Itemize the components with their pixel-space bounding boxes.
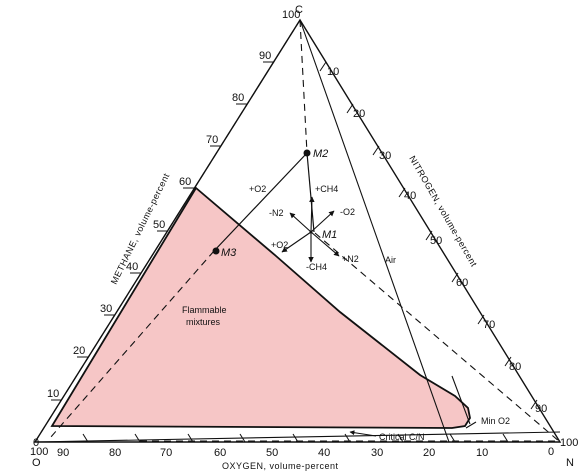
label-minus-ch4: -CH4 bbox=[306, 262, 327, 272]
bottom-tick-40: 40 bbox=[318, 447, 330, 459]
right-ticks bbox=[319, 61, 538, 410]
label-minus-n2: -N2 bbox=[269, 208, 284, 218]
left-tick-labels: 90 80 70 60 50 40 30 20 10 bbox=[47, 50, 271, 400]
bottom-tick-80: 80 bbox=[109, 447, 121, 459]
label-plus-o2-lower: +O2 bbox=[271, 240, 288, 250]
bottom-tick-60: 60 bbox=[214, 447, 226, 459]
left-tick-30: 30 bbox=[100, 303, 112, 315]
left-tick-10: 10 bbox=[47, 388, 59, 400]
flammable-label-line1: Flammable bbox=[182, 305, 227, 315]
right-tick-10: 10 bbox=[327, 66, 339, 78]
label-plus-o2-upper: +O2 bbox=[249, 184, 266, 194]
apex-label-n: N bbox=[566, 457, 574, 469]
right-tick-70: 70 bbox=[483, 319, 495, 331]
bottom-tick-50: 50 bbox=[266, 447, 278, 459]
label-m1: M1 bbox=[322, 229, 337, 241]
right-tick-30: 30 bbox=[379, 150, 391, 162]
critical-cn-line bbox=[34, 431, 561, 443]
right-tick-50: 50 bbox=[430, 235, 442, 247]
min-o2-label: Min O2 bbox=[481, 416, 510, 426]
right-tick-90: 90 bbox=[535, 403, 547, 415]
right-tick-40: 40 bbox=[404, 190, 416, 202]
left-tick-50: 50 bbox=[153, 219, 165, 231]
apex-left-0: 0 bbox=[33, 437, 39, 449]
flammable-region bbox=[50, 186, 471, 429]
oxygen-axis-label: OXYGEN, volume-percent bbox=[222, 461, 339, 471]
arrow-set bbox=[281, 196, 340, 263]
point-m1 bbox=[309, 230, 313, 234]
point-m3 bbox=[212, 247, 220, 255]
label-m3: M3 bbox=[221, 247, 237, 259]
apex-label-o: O bbox=[32, 457, 41, 469]
left-tick-20: 20 bbox=[73, 345, 85, 357]
dashed-guides bbox=[34, 19, 561, 443]
label-plus-ch4: +CH4 bbox=[315, 184, 338, 194]
flammable-label-line2: mixtures bbox=[186, 317, 221, 327]
right-tick-labels: 10 20 30 40 50 60 70 80 90 bbox=[327, 66, 547, 415]
left-tick-40: 40 bbox=[126, 261, 138, 273]
air-label: Air bbox=[385, 255, 396, 265]
critical-cn-label: Critical C/N bbox=[379, 432, 425, 442]
label-m2: M2 bbox=[313, 148, 328, 160]
bottom-tick-labels: 90 80 70 60 50 40 30 20 10 bbox=[57, 447, 488, 459]
right-tick-60: 60 bbox=[456, 277, 468, 289]
bottom-tick-30: 30 bbox=[371, 447, 383, 459]
point-m2 bbox=[303, 149, 311, 157]
apex-top-100: 100 bbox=[282, 9, 300, 21]
apex-right-0: 0 bbox=[548, 446, 554, 458]
right-tick-20: 20 bbox=[353, 108, 365, 120]
left-ticks bbox=[51, 61, 274, 401]
air-line bbox=[299, 19, 450, 443]
bottom-tick-90: 90 bbox=[57, 447, 69, 459]
label-minus-o2: -O2 bbox=[340, 207, 355, 217]
min-o2-marker bbox=[451, 375, 477, 429]
apex-label-c: C bbox=[295, 4, 303, 16]
bottom-tick-20: 20 bbox=[423, 447, 435, 459]
critical-cn-pointer bbox=[349, 430, 377, 437]
bottom-tick-10: 10 bbox=[476, 447, 488, 459]
label-plus-n2: +N2 bbox=[342, 254, 359, 264]
left-tick-80: 80 bbox=[232, 92, 244, 104]
left-tick-70: 70 bbox=[206, 134, 218, 146]
mixing-lines bbox=[213, 152, 315, 252]
bottom-tick-70: 70 bbox=[160, 447, 172, 459]
apex-left-100: 100 bbox=[30, 446, 48, 458]
left-tick-90: 90 bbox=[259, 50, 271, 62]
apex-right-100: 100 bbox=[560, 437, 578, 449]
left-tick-60: 60 bbox=[179, 176, 191, 188]
right-tick-80: 80 bbox=[509, 361, 521, 373]
